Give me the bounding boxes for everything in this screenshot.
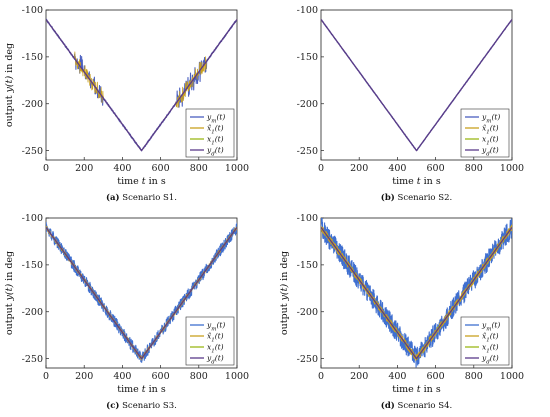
y-tick-label: -200 — [22, 99, 43, 110]
y-axis-label: output y(t) in deg — [279, 251, 290, 335]
series-line — [46, 18, 237, 152]
legend-entry: yd(t) — [206, 146, 224, 158]
x-tick-label: 1000 — [225, 371, 249, 382]
data-layer — [321, 218, 512, 368]
panel-caption: (c) Scenario S3. — [106, 400, 177, 411]
y-tick-label: -200 — [297, 99, 318, 110]
x-tick-label: 800 — [465, 371, 483, 382]
legend: ym(t)x̂1(t)x1(t)yd(t) — [185, 316, 235, 366]
x-tick-label: 0 — [318, 163, 324, 174]
x-tick-label: 200 — [75, 163, 93, 174]
panel-c: 0 200 400 600 800 1000 -100 -150 -200 -250 time t … — [0, 208, 275, 416]
plot-frame — [45, 9, 238, 161]
x-axis-label: time t in s — [392, 176, 441, 187]
y-tick-label: -100 — [22, 5, 43, 16]
y-tick-label: -150 — [297, 52, 318, 63]
y-tick-label: -250 — [297, 354, 318, 365]
panel-d: 0 200 400 600 800 1000 -100 -150 -200 -250 time t … — [275, 208, 550, 416]
chart-scenario-s2: 0 200 400 600 800 1000 -100 -150 -200 -250 time t … — [297, 5, 524, 203]
series-line — [46, 226, 237, 360]
plot-frame — [45, 217, 238, 369]
legend-entry: ym(t) — [206, 321, 225, 333]
x-tick-label: 800 — [465, 163, 483, 174]
y-tick-label: -200 — [22, 307, 43, 318]
chart-scenario-s1: 0 200 400 600 800 1000 -100 -150 -200 -250 time t … — [4, 5, 249, 203]
y-tick-label: -250 — [22, 354, 43, 365]
x-tick-label: 1000 — [225, 163, 249, 174]
y-tick-label: -200 — [297, 307, 318, 318]
x-tick-label: 0 — [43, 371, 49, 382]
plot-frame — [320, 9, 513, 161]
panel-b: 0 200 400 600 800 1000 -100 -150 -200 -250 time t … — [275, 0, 550, 208]
x-tick-label: 200 — [75, 371, 93, 382]
y-axis-label: output y(t) in deg — [4, 251, 15, 335]
x-tick-label: 1000 — [500, 163, 524, 174]
legend-entry: ym(t) — [206, 113, 225, 125]
legend-entry: x̂1(t) — [207, 332, 224, 344]
x-tick-label: 200 — [350, 163, 368, 174]
y-tick-label: -250 — [22, 146, 43, 157]
legend-entry: x̂1(t) — [482, 332, 499, 344]
x-tick-label: 800 — [190, 163, 208, 174]
x-tick-label: 600 — [427, 163, 445, 174]
panel-caption: (d) Scenario S4. — [381, 400, 452, 411]
chart-scenario-s4: 0 200 400 600 800 1000 -100 -150 -200 -250 time t … — [279, 213, 524, 411]
x-tick-label: 0 — [318, 371, 324, 382]
x-axis-label: time t in s — [117, 176, 166, 187]
legend-entry: yd(t) — [481, 146, 499, 158]
x-tick-label: 400 — [113, 371, 131, 382]
legend-entry: yd(t) — [206, 354, 224, 366]
panel-caption: (a) Scenario S1. — [106, 192, 177, 203]
x-tick-label: 600 — [152, 163, 170, 174]
data-layer — [321, 18, 512, 152]
legend: ym(t)x̂1(t)x1(t)yd(t) — [185, 108, 235, 158]
x-tick-label: 0 — [43, 163, 49, 174]
x-tick-label: 800 — [190, 371, 208, 382]
chart-scenario-s3: 0 200 400 600 800 1000 -100 -150 -200 -250 time t … — [4, 213, 249, 411]
y-tick-label: -150 — [297, 260, 318, 271]
y-tick-label: -100 — [297, 5, 318, 16]
legend-entry: x1(t) — [207, 135, 224, 147]
legend-entry: x̂1(t) — [207, 124, 224, 136]
legend-entry: x1(t) — [482, 343, 499, 355]
y-axis-label: output y(t) in deg — [4, 43, 15, 127]
legend-entry: yd(t) — [481, 354, 499, 366]
x-axis-label: time t in s — [117, 384, 166, 395]
legend: ym(t)x̂1(t)x1(t)yd(t) — [460, 108, 510, 158]
x-tick-label: 400 — [388, 371, 406, 382]
x-tick-label: 400 — [113, 163, 131, 174]
series-line — [321, 224, 512, 362]
series-line — [321, 18, 512, 152]
x-tick-label: 1000 — [500, 371, 524, 382]
y-tick-label: -250 — [297, 146, 318, 157]
legend-entry: x1(t) — [207, 343, 224, 355]
legend-entry: ym(t) — [481, 113, 500, 125]
x-axis-label: time t in s — [392, 384, 441, 395]
legend-entry: x̂1(t) — [482, 124, 499, 136]
y-tick-label: -100 — [22, 213, 43, 224]
legend: ym(t)x̂1(t)x1(t)yd(t) — [460, 316, 510, 366]
x-tick-label: 400 — [388, 163, 406, 174]
y-tick-label: -150 — [22, 260, 43, 271]
data-layer — [46, 18, 237, 152]
panel-caption: (b) Scenario S2. — [381, 192, 452, 203]
y-tick-label: -100 — [297, 213, 318, 224]
legend-entry: x1(t) — [482, 135, 499, 147]
x-tick-label: 600 — [427, 371, 445, 382]
x-tick-label: 600 — [152, 371, 170, 382]
panel-a: 0 200 400 600 800 1000 -100 -150 -200 -250 time t … — [0, 0, 275, 208]
legend-entry: ym(t) — [481, 321, 500, 333]
series-line — [321, 226, 512, 360]
data-layer — [46, 221, 237, 363]
x-tick-label: 200 — [350, 371, 368, 382]
y-tick-label: -150 — [22, 52, 43, 63]
plot-frame — [320, 217, 513, 369]
